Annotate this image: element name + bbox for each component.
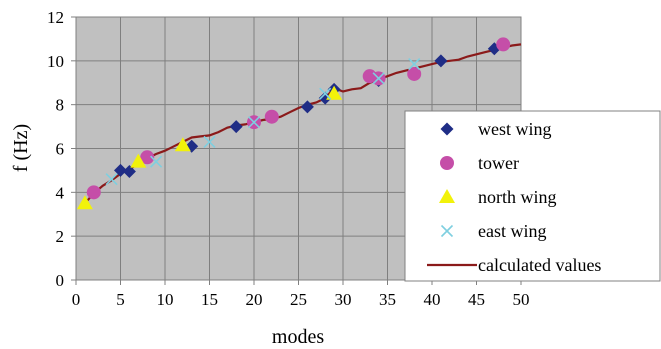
series-north-wing bbox=[76, 85, 343, 210]
data-point-tower bbox=[86, 185, 101, 200]
data-point-north-wing bbox=[130, 153, 147, 168]
legend-swatch-east-wing bbox=[440, 224, 454, 238]
y-tick-label: 0 bbox=[56, 271, 65, 290]
data-point-east-wing bbox=[203, 135, 216, 148]
legend-label-west-wing: west wing bbox=[478, 119, 552, 139]
x-tick-label: 0 bbox=[72, 290, 81, 309]
x-tick-label: 40 bbox=[424, 290, 441, 309]
data-point-north-wing bbox=[326, 85, 343, 100]
data-point-east-wing bbox=[150, 155, 163, 168]
data-point-east-wing bbox=[247, 116, 261, 129]
axes: 0 5 10 15 20 25 30 35 40 45 50 0 2 4 6 8 10 12 bbox=[47, 8, 530, 309]
y-tick-label: 6 bbox=[56, 140, 65, 159]
legend-label-east-wing: east wing bbox=[478, 221, 546, 241]
data-point-east-wing bbox=[372, 72, 385, 85]
y-tick-label: 12 bbox=[47, 8, 64, 27]
legend-label-calculated-values: calculated values bbox=[478, 255, 601, 275]
x-tick-label: 5 bbox=[116, 290, 125, 309]
data-point-north-wing bbox=[174, 137, 191, 152]
data-point-west-wing bbox=[122, 165, 136, 179]
data-point-east-wing bbox=[319, 87, 332, 100]
data-point-west-wing bbox=[318, 91, 332, 105]
legend-label-north-wing: north wing bbox=[478, 187, 557, 207]
data-point-east-wing bbox=[408, 58, 421, 71]
y-tick-label: 2 bbox=[56, 227, 65, 246]
data-point-west-wing bbox=[114, 163, 127, 177]
x-tick-label: 10 bbox=[157, 290, 174, 309]
legend-swatch-west-wing bbox=[440, 122, 454, 136]
y-tick-label: 10 bbox=[47, 52, 64, 71]
data-point-tower bbox=[407, 66, 422, 81]
y-tick-label: 4 bbox=[56, 183, 65, 202]
x-tick-label: 20 bbox=[246, 290, 263, 309]
x-tick-label: 15 bbox=[201, 290, 218, 309]
data-point-tower bbox=[140, 150, 155, 165]
data-point-west-wing bbox=[229, 120, 243, 134]
x-tick-label: 50 bbox=[513, 290, 530, 309]
data-point-west-wing bbox=[300, 100, 314, 114]
legend: west wing tower north wing east wing calcula… bbox=[404, 110, 661, 282]
y-axis-title: f (Hz) bbox=[10, 124, 32, 172]
x-tick-label: 45 bbox=[468, 290, 485, 309]
data-point-tower bbox=[496, 37, 511, 52]
x-tick-label: 25 bbox=[290, 290, 307, 309]
x-tick-label: 30 bbox=[335, 290, 352, 309]
legend-swatch-north-wing bbox=[439, 189, 455, 203]
data-point-tower bbox=[264, 109, 279, 124]
legend-label-tower: tower bbox=[478, 153, 519, 173]
data-point-west-wing bbox=[434, 54, 448, 68]
legend-swatch-tower bbox=[440, 156, 454, 170]
series-east-wing bbox=[105, 58, 421, 186]
x-tick-label: 35 bbox=[379, 290, 396, 309]
x-axis-title: modes bbox=[272, 326, 324, 348]
data-series bbox=[76, 37, 522, 210]
data-point-north-wing bbox=[76, 195, 93, 210]
data-point-east-wing bbox=[105, 173, 118, 186]
y-tick-label: 8 bbox=[56, 96, 65, 115]
